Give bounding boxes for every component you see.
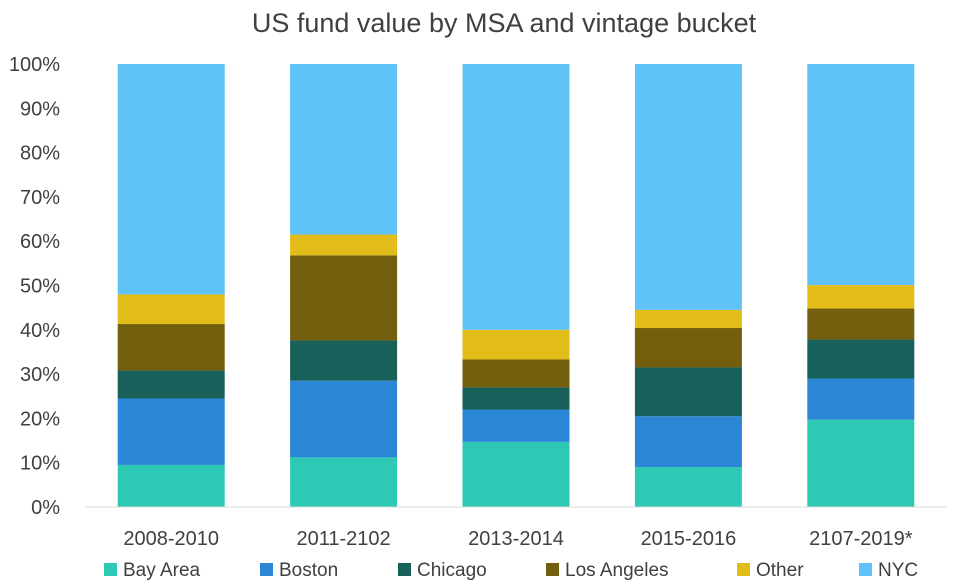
y-tick-label: 20% bbox=[20, 408, 60, 430]
legend-swatch bbox=[260, 563, 273, 576]
bar-segment-los-angeles bbox=[117, 324, 225, 371]
y-axis: 0% 10% 20% 30% 40% 50% 60% 70% 80% 90% 100% bbox=[9, 54, 60, 519]
x-tick-label: 2008-2010 bbox=[123, 528, 219, 550]
bar-segment-nyc bbox=[290, 64, 398, 235]
legend-label: Boston bbox=[279, 560, 338, 581]
bar-segment-nyc bbox=[807, 64, 915, 286]
bar-segment-los-angeles bbox=[462, 359, 570, 388]
y-tick-label: 90% bbox=[20, 98, 60, 120]
bar-segment-boston bbox=[634, 416, 742, 468]
x-tick-label: 2107-2019* bbox=[809, 528, 913, 550]
legend-swatch bbox=[104, 563, 117, 576]
y-tick-label: 100% bbox=[9, 54, 60, 76]
legend-label: Other bbox=[756, 560, 804, 581]
bar-segment-chicago bbox=[290, 340, 398, 381]
bar-segment-bay-area bbox=[290, 457, 398, 507]
plot-area bbox=[117, 64, 915, 507]
legend-label: Chicago bbox=[417, 560, 487, 581]
bar-segment-bay-area bbox=[117, 464, 225, 507]
bar-segment-bay-area bbox=[462, 441, 570, 507]
chart-title: US fund value by MSA and vintage bucket bbox=[252, 8, 757, 38]
legend-swatch bbox=[737, 563, 750, 576]
bar-segment-nyc bbox=[634, 64, 742, 310]
legend-label: Los Angeles bbox=[565, 560, 669, 581]
bar-segment-bay-area bbox=[807, 419, 915, 507]
bar-segment-los-angeles bbox=[807, 308, 915, 340]
y-tick-label: 50% bbox=[20, 276, 60, 298]
bar-segment-chicago bbox=[462, 387, 570, 410]
bar-segment-los-angeles bbox=[634, 328, 742, 368]
y-tick-label: 60% bbox=[20, 231, 60, 253]
y-tick-label: 40% bbox=[20, 320, 60, 342]
bar-segment-chicago bbox=[117, 370, 225, 399]
bar-segment-bay-area bbox=[634, 467, 742, 507]
x-tick-label: 2013-2014 bbox=[468, 528, 564, 550]
bar-segment-boston bbox=[117, 398, 225, 465]
x-axis: 2008-2010 2011-2102 2013-2014 2015-2016 2107… bbox=[123, 528, 912, 550]
legend-swatch bbox=[546, 563, 559, 576]
bar-segment-boston bbox=[807, 378, 915, 420]
legend-swatch bbox=[398, 563, 411, 576]
y-tick-label: 70% bbox=[20, 187, 60, 209]
bar-segment-chicago bbox=[807, 339, 915, 379]
bar-segment-nyc bbox=[117, 64, 225, 295]
bar-segment-chicago bbox=[634, 367, 742, 417]
legend: Bay Area Boston Chicago Los Angeles Other NYC bbox=[104, 560, 918, 581]
bar-segment-other bbox=[290, 234, 398, 256]
bar-segment-other bbox=[634, 309, 742, 329]
legend-swatch bbox=[859, 563, 872, 576]
x-tick-label: 2015-2016 bbox=[641, 528, 737, 550]
legend-label: NYC bbox=[878, 560, 918, 581]
y-tick-label: 10% bbox=[20, 453, 60, 475]
bar-segment-boston bbox=[290, 380, 398, 458]
bar-segment-other bbox=[807, 285, 915, 309]
legend-label: Bay Area bbox=[123, 560, 201, 581]
y-tick-label: 80% bbox=[20, 143, 60, 165]
bar-segment-nyc bbox=[462, 64, 570, 330]
bar-segment-other bbox=[462, 329, 570, 360]
y-tick-label: 0% bbox=[31, 497, 60, 519]
bar-segment-boston bbox=[462, 409, 570, 442]
bar-segment-other bbox=[117, 294, 225, 325]
y-tick-label: 30% bbox=[20, 364, 60, 386]
bar-segment-los-angeles bbox=[290, 255, 398, 341]
x-tick-label: 2011-2102 bbox=[297, 528, 391, 550]
